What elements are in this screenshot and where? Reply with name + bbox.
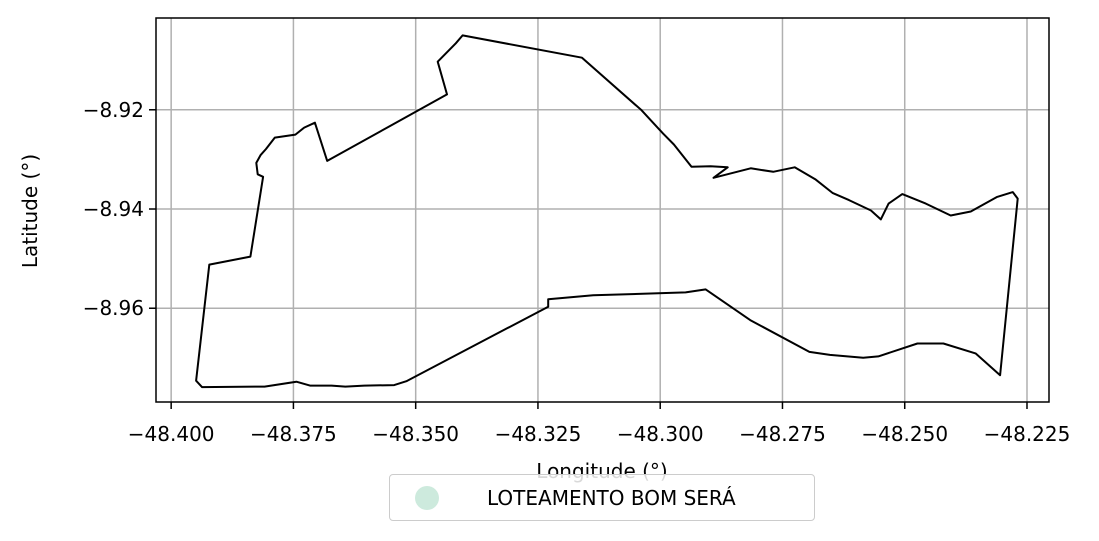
y-tick-label: −8.92: [83, 98, 144, 122]
legend: LOTEAMENTO BOM SERÁ: [389, 474, 815, 521]
x-tick-label: −48.225: [984, 422, 1071, 446]
y-axis-label: Latitude (°): [18, 154, 42, 268]
axis-ticks: −48.400 −48.375 −48.350 −48.325 −48.300 −48.2…: [83, 98, 1071, 446]
x-tick-label: −48.375: [250, 422, 337, 446]
grid-lines: [156, 18, 1049, 402]
x-tick-label: −48.350: [372, 422, 459, 446]
boundary-polygon: [195, 34, 1019, 389]
y-tick-label: −8.94: [83, 197, 144, 221]
y-tick-label: −8.96: [83, 296, 144, 320]
x-tick-label: −48.250: [861, 422, 948, 446]
legend-label: LOTEAMENTO BOM SERÁ: [487, 485, 736, 510]
x-tick-label: −48.400: [128, 422, 215, 446]
plot-frame: [155, 17, 1050, 403]
x-tick-label: −48.275: [739, 422, 826, 446]
legend-marker-icon: [415, 485, 439, 510]
x-tick-label: −48.325: [495, 422, 582, 446]
x-tick-label: −48.300: [617, 422, 704, 446]
